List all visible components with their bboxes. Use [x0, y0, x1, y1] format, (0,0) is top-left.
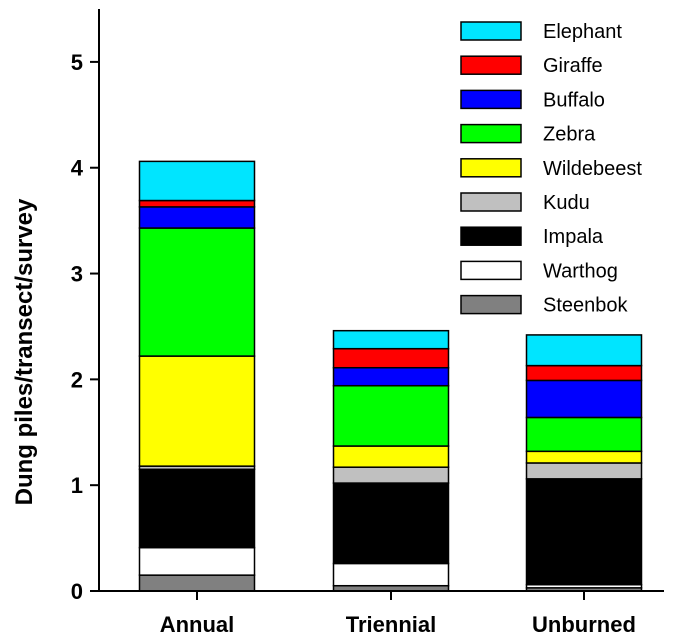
- y-axis-title-group: Dung piles/transect/survey: [11, 198, 38, 505]
- legend-label-warthog: Warthog: [543, 260, 618, 282]
- bar-segment-buffalo-triennial: [332, 366, 450, 387]
- y-tick-label: 5: [71, 50, 83, 75]
- legend-swatch-buffalo: [460, 89, 522, 110]
- bar-segment-giraffe-annual: [138, 199, 256, 208]
- y-tick-label: 4: [71, 156, 84, 181]
- plot-layer: [138, 160, 643, 592]
- x-tick-label-triennial: Triennial: [346, 612, 436, 637]
- bar-segment-buffalo-unburned: [525, 379, 643, 419]
- legend-swatch-kudu: [460, 192, 522, 212]
- legend-label-wildebeest: Wildebeest: [543, 158, 642, 180]
- legend-swatch-warthog: [460, 260, 522, 281]
- legend-swatch-zebra: [460, 123, 522, 144]
- legend-swatch-giraffe: [460, 55, 522, 75]
- legend-item-kudu: Kudu: [460, 192, 590, 214]
- x-tick-label-unburned: Unburned: [532, 612, 636, 637]
- y-tick-label: 1: [71, 473, 83, 498]
- bar-segment-elephant-annual: [138, 160, 256, 202]
- legend-item-warthog: Warthog: [460, 260, 618, 282]
- legend-label-elephant: Elephant: [543, 21, 622, 43]
- legend-item-steenbok: Steenbok: [460, 294, 629, 317]
- bar-segment-zebra-triennial: [332, 384, 450, 447]
- legend-label-zebra: Zebra: [543, 124, 596, 146]
- bar-segment-buffalo-annual: [138, 206, 256, 229]
- legend-item-zebra: Zebra: [460, 123, 596, 146]
- bar-segment-wildebeest-annual: [138, 355, 256, 467]
- legend-label-steenbok: Steenbok: [543, 295, 629, 317]
- y-axis-title: Dung piles/transect/survey: [11, 198, 38, 505]
- legend-item-giraffe: Giraffe: [460, 55, 603, 77]
- bar-segment-zebra-unburned: [525, 416, 643, 453]
- legend-item-elephant: Elephant: [460, 21, 622, 43]
- bar-segment-wildebeest-unburned: [525, 450, 643, 464]
- bar-segment-giraffe-unburned: [525, 364, 643, 382]
- y-tick-label: 0: [71, 579, 83, 604]
- bar-segment-warthog-annual: [138, 546, 256, 576]
- legend-label-kudu: Kudu: [543, 192, 590, 214]
- bar-segment-warthog-triennial: [332, 562, 450, 587]
- legend-item-impala: Impala: [460, 226, 604, 248]
- bar-segment-wildebeest-triennial: [332, 445, 450, 468]
- legend-label-buffalo: Buffalo: [543, 89, 605, 111]
- x-tick-label-annual: Annual: [160, 612, 235, 637]
- legend-swatch-steenbok: [460, 294, 522, 315]
- y-tick-label: 3: [71, 262, 83, 287]
- legend-item-wildebeest: Wildebeest: [460, 158, 642, 180]
- bar-segment-kudu-triennial: [332, 466, 450, 484]
- bar-segment-giraffe-triennial: [332, 347, 450, 369]
- bar-segment-elephant-triennial: [332, 329, 450, 350]
- legend-swatch-wildebeest: [460, 158, 522, 178]
- legend-label-giraffe: Giraffe: [543, 55, 603, 77]
- y-tick-label: 2: [71, 367, 83, 392]
- legend-swatch-elephant: [460, 21, 522, 41]
- legend-swatch-impala: [460, 226, 522, 246]
- bar-segment-impala-triennial: [332, 482, 450, 565]
- bar-segment-steenbok-annual: [138, 574, 256, 592]
- bar-segment-elephant-unburned: [525, 334, 643, 367]
- bar-segment-impala-annual: [138, 468, 256, 549]
- bar-segment-zebra-annual: [138, 227, 256, 357]
- legend-label-impala: Impala: [543, 226, 604, 248]
- axes-layer: 0 1 2 3 4 5 Annual Triennial Unburned: [71, 9, 664, 637]
- legend-item-buffalo: Buffalo: [460, 89, 605, 111]
- legend: Elephant Giraffe Buffalo Zebra Wildebeest Kud…: [460, 21, 642, 317]
- bar-segment-kudu-unburned: [525, 462, 643, 480]
- bar-segment-impala-unburned: [525, 478, 643, 586]
